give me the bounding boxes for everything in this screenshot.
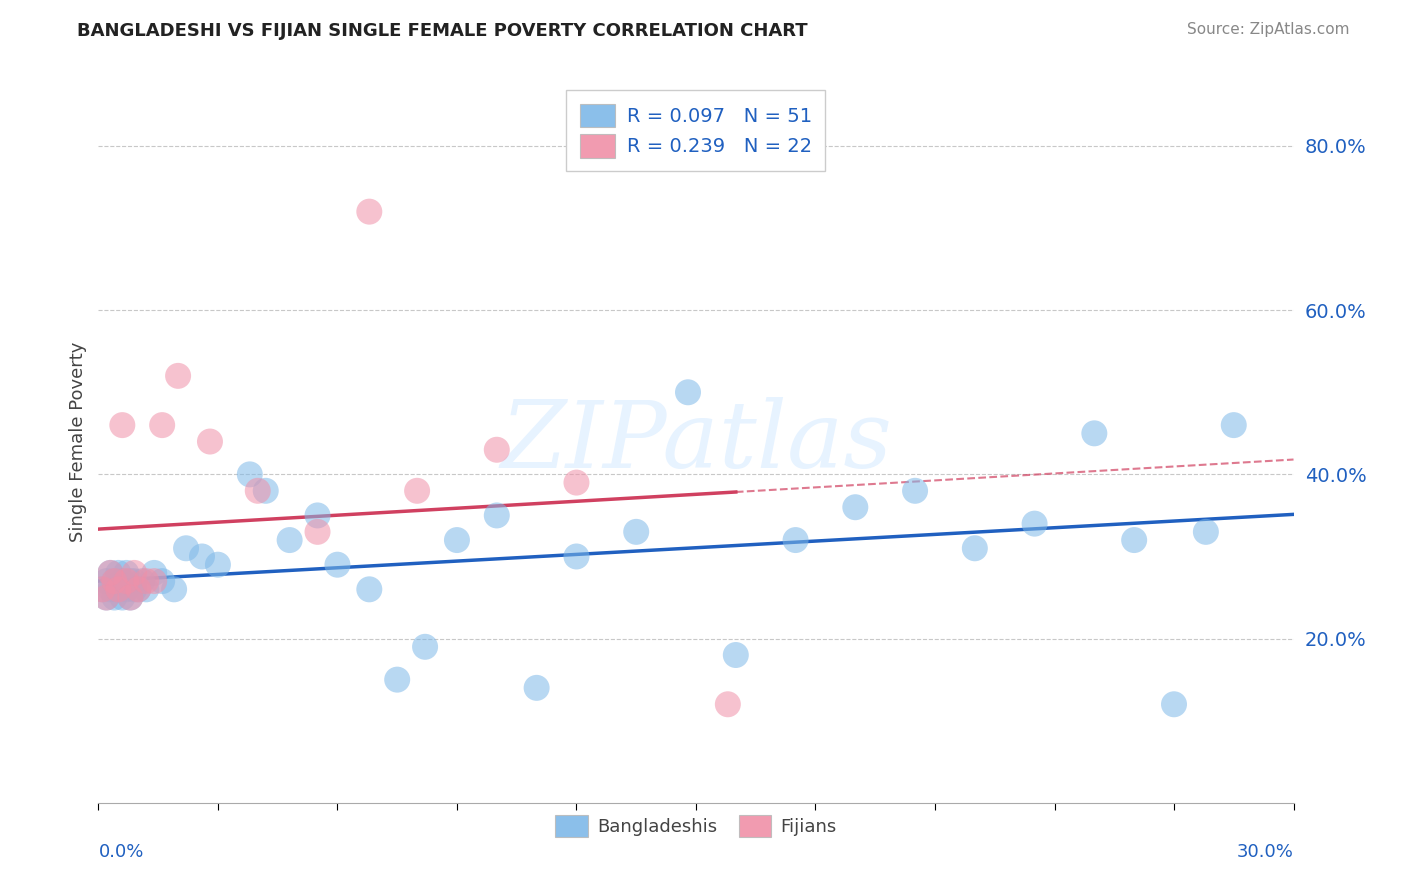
Point [1223, 418, 1246, 433]
Text: 30.0%: 30.0% [1237, 843, 1294, 861]
Point [120, 591, 142, 605]
Point [96, 591, 118, 605]
Point [485, 508, 508, 523]
Point [143, 566, 166, 580]
Point [103, 574, 125, 588]
Point [103, 574, 125, 588]
Point [676, 385, 699, 400]
Point [115, 574, 138, 588]
Point [111, 418, 134, 433]
Point [1024, 516, 1046, 531]
Point [359, 582, 381, 597]
Point [96, 574, 118, 588]
Y-axis label: Single Female Poverty: Single Female Poverty [69, 342, 87, 541]
Point [107, 582, 129, 597]
Point [163, 582, 186, 597]
Text: Source: ZipAtlas.com: Source: ZipAtlas.com [1187, 22, 1350, 37]
Point [135, 574, 157, 588]
Point [124, 566, 146, 580]
Point [446, 533, 468, 547]
Point [1123, 533, 1146, 547]
Point [98, 582, 122, 597]
Point [785, 533, 807, 547]
Point [107, 582, 129, 597]
Point [167, 368, 190, 383]
Point [107, 566, 129, 580]
Point [124, 582, 146, 597]
Point [326, 558, 349, 572]
Point [191, 549, 214, 564]
Point [96, 591, 118, 605]
Point [307, 508, 329, 523]
Point [565, 475, 588, 490]
Point [254, 483, 277, 498]
Point [131, 574, 153, 588]
Point [198, 434, 221, 449]
Point [385, 673, 409, 687]
Point [135, 582, 157, 597]
Point [115, 566, 138, 580]
Point [526, 681, 548, 695]
Point [103, 591, 125, 605]
Point [844, 500, 866, 515]
Point [127, 582, 149, 597]
Point [904, 483, 927, 498]
Point [1083, 426, 1105, 441]
Point [717, 698, 740, 712]
Point [174, 541, 197, 556]
Point [111, 574, 134, 588]
Point [307, 524, 329, 539]
Point [91, 582, 114, 597]
Legend: Bangladeshis, Fijians: Bangladeshis, Fijians [548, 808, 844, 845]
Point [120, 591, 142, 605]
Point [278, 533, 301, 547]
Point [150, 574, 173, 588]
Point [91, 582, 114, 597]
Point [111, 591, 134, 605]
Point [127, 582, 149, 597]
Point [150, 418, 173, 433]
Text: BANGLADESHI VS FIJIAN SINGLE FEMALE POVERTY CORRELATION CHART: BANGLADESHI VS FIJIAN SINGLE FEMALE POVE… [77, 22, 808, 40]
Point [626, 524, 648, 539]
Text: ZIPatlas: ZIPatlas [501, 397, 891, 486]
Point [406, 483, 429, 498]
Point [413, 640, 436, 654]
Point [359, 204, 381, 219]
Point [239, 467, 262, 482]
Point [565, 549, 588, 564]
Point [207, 558, 229, 572]
Point [1195, 524, 1218, 539]
Point [963, 541, 986, 556]
Point [115, 582, 138, 597]
Point [724, 648, 747, 662]
Point [246, 483, 269, 498]
Point [124, 574, 146, 588]
Point [143, 574, 166, 588]
Point [98, 566, 122, 580]
Point [485, 442, 508, 457]
Point [1163, 698, 1185, 712]
Point [120, 574, 142, 588]
Text: 0.0%: 0.0% [98, 843, 143, 861]
Point [98, 566, 122, 580]
